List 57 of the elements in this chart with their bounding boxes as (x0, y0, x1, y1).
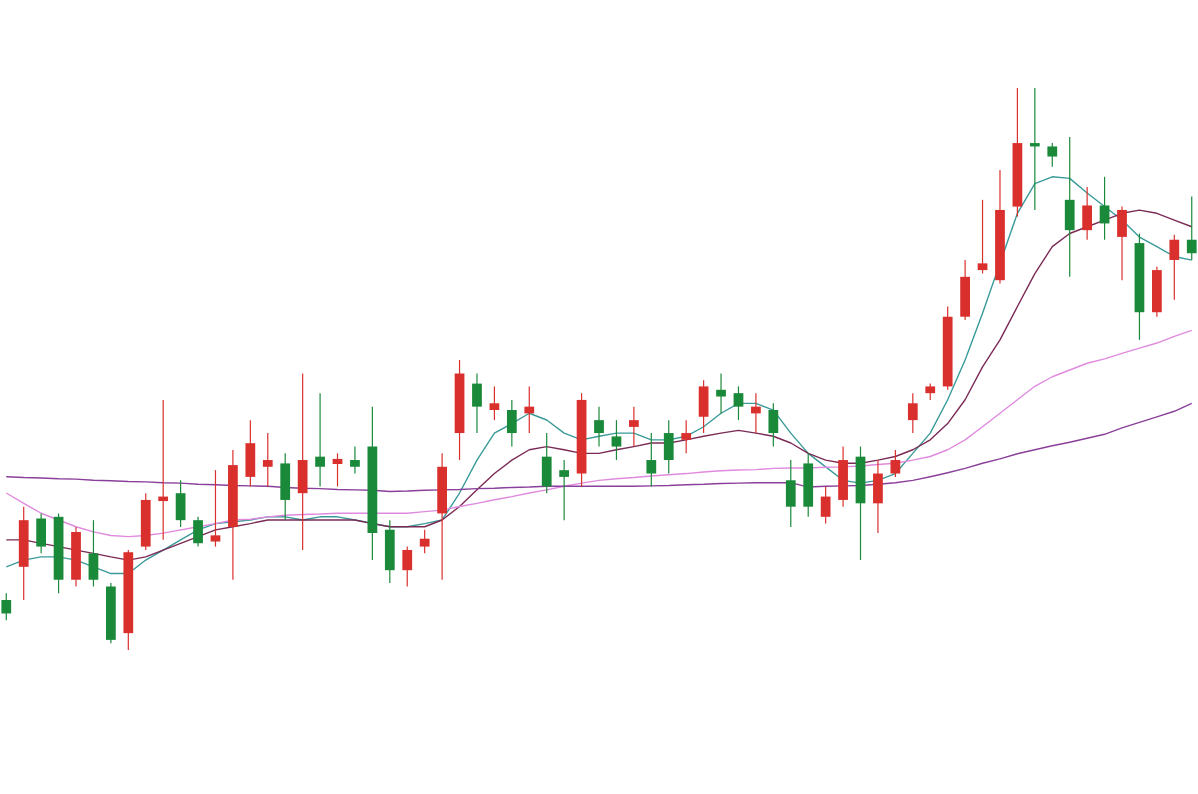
candlestick (960, 259, 970, 321)
candlestick (88, 519, 99, 588)
candlestick (768, 402, 779, 448)
candlestick (1047, 142, 1058, 168)
candlestick (820, 485, 831, 525)
candlestick (681, 419, 692, 454)
candlestick (437, 452, 447, 581)
candlestick (716, 372, 726, 414)
candlestick (1, 592, 12, 621)
candlestick (803, 452, 814, 518)
candlestick (751, 392, 761, 434)
candlestick (890, 449, 901, 478)
candlestick (262, 432, 273, 488)
candlestick (1151, 266, 1162, 318)
candlestick (489, 385, 500, 421)
candlestick (594, 406, 604, 448)
candlestick (1064, 136, 1075, 278)
candlestick (855, 445, 866, 561)
candlestick (350, 445, 360, 475)
candlestick (646, 432, 657, 488)
candlestick (873, 459, 883, 534)
candlestick (1169, 234, 1180, 301)
candlestick (1082, 186, 1093, 241)
candlestick (384, 519, 395, 584)
candlestick (36, 512, 47, 554)
candlestick (402, 545, 413, 588)
candlestick (907, 392, 918, 434)
candlestick (977, 199, 988, 275)
candlestick (210, 469, 221, 548)
candlestick (524, 385, 535, 434)
candlestick (698, 379, 709, 434)
candlestick (733, 385, 744, 421)
candlestick (18, 506, 29, 601)
candlestick (158, 399, 169, 541)
candlestick (506, 399, 517, 448)
candlestick (628, 406, 639, 448)
candlestick (1186, 195, 1197, 261)
candlestick (663, 419, 674, 475)
candlestick (245, 419, 256, 488)
candlestick (140, 492, 151, 551)
candlestick (1117, 205, 1127, 281)
candlestick (541, 432, 552, 494)
candlestick (280, 452, 291, 521)
candlestick (175, 479, 186, 528)
candlestick (785, 459, 796, 528)
candlestick (419, 529, 430, 554)
candlestick (193, 516, 203, 548)
candlestick (315, 392, 325, 488)
candlestick (559, 459, 570, 521)
candlestick (297, 372, 308, 551)
candlestick (838, 445, 848, 508)
candlestick (332, 452, 343, 488)
candlestick (611, 419, 622, 461)
candlestick (472, 372, 482, 434)
candlestick (1099, 176, 1110, 241)
candlestick (1029, 87, 1040, 211)
candlestick (71, 526, 81, 588)
